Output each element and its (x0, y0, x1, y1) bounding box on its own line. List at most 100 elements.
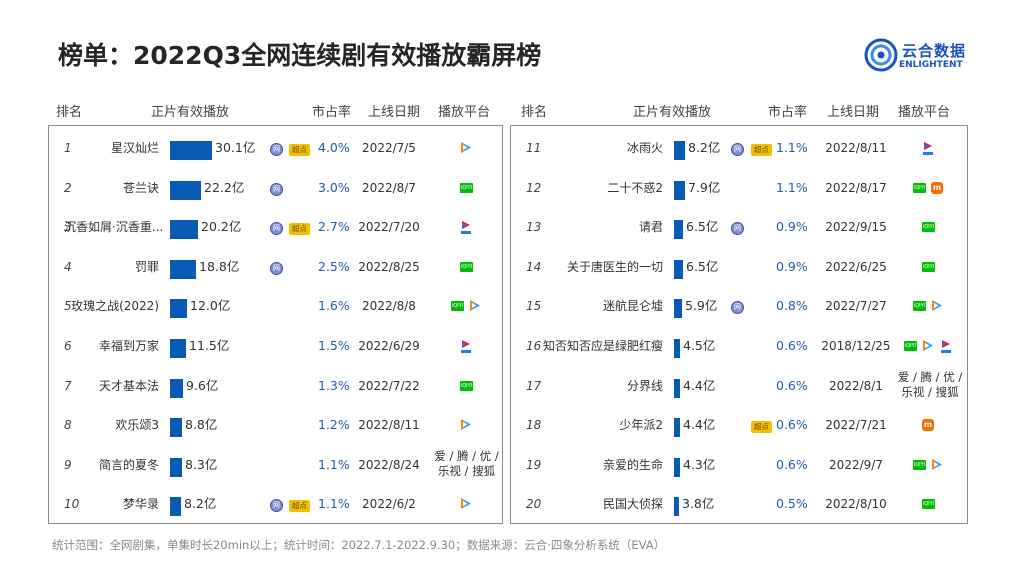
play-bar (674, 378, 680, 398)
tencent-video-icon (461, 142, 471, 153)
drama-title: 分界线 (626, 378, 663, 393)
play-value: 4.3亿 (683, 456, 716, 472)
drama-title: 简言的夏冬 (98, 457, 159, 472)
release-date: 2022/6/2 (362, 497, 416, 512)
play-value: 3.8亿 (682, 496, 715, 512)
table-row: 4 罚罪 18.8亿 网 2.5% 2022/8/25 iQIYI (49, 247, 502, 287)
play-bar (170, 497, 181, 517)
market-share: 1.5% (318, 338, 350, 353)
iqiyi-icon: iQIYI (460, 261, 473, 272)
iqiyi-icon: iQIYI (451, 301, 464, 312)
drama-title: 天才基本法 (98, 378, 159, 393)
chao-dian-badge: 超点 (289, 144, 310, 156)
market-share: 1.2% (318, 417, 350, 433)
rank-number: 19 (526, 457, 542, 472)
play-value: 8.8亿 (185, 417, 218, 433)
platform-text-line: 爱 / 腾 / 优 / (897, 369, 963, 384)
platform-text-line: 乐视 / 搜狐 (901, 384, 959, 399)
release-date: 2022/6/25 (825, 259, 887, 274)
mgtv-icon: m (931, 181, 943, 194)
tencent-video-icon (470, 300, 480, 312)
ranking-table-right: 11 冰雨火 8.2亿网超点 1.1% 2022/8/11 12 二十不惑2 7.9亿 1.1%… (510, 125, 968, 524)
market-share: 3.0% (318, 179, 350, 195)
release-date: 2022/7/22 (358, 378, 420, 393)
drama-title: 沉香如屑·沉香重... (64, 220, 164, 235)
play-value: 4.5亿 (683, 338, 716, 353)
play-value: 12.0亿 (190, 298, 231, 314)
market-share: 0.6% (776, 456, 808, 472)
market-share: 1.1% (776, 179, 808, 195)
drama-title: 关于唐医生的一切 (566, 259, 663, 274)
play-bar (674, 259, 683, 279)
ip-badge-icon: 网 (270, 182, 283, 196)
youku-icon (941, 340, 951, 353)
rank-number: 20 (526, 497, 542, 512)
logo-text-en: ENLIGHTENT (899, 60, 963, 70)
table-row: 18 少年派2 4.4亿 超点 0.6% 2022/7/21 m (511, 405, 967, 445)
drama-title: 冰雨火 (626, 141, 663, 155)
market-share: 1.6% (318, 298, 350, 314)
market-share: 0.8% (776, 298, 808, 314)
drama-title: 迷航昆仑墟 (602, 299, 663, 314)
play-value: 18.8亿 (199, 258, 240, 274)
footer-note: 统计范围：全网剧集，单集时长20min以上；统计时间：2022.7.1-2022… (52, 538, 666, 552)
header-share-right: 市占率 (768, 105, 808, 120)
play-value: 8.2亿 (688, 140, 721, 155)
drama-title: 亲爱的生命 (602, 457, 663, 472)
platform-text: 爱 / 腾 / 优 / 乐视 / 搜狐 (429, 449, 504, 479)
drama-title: 苍兰诀 (122, 180, 159, 195)
release-date: 2022/8/11 (358, 418, 420, 433)
ip-badge-icon: 网 (731, 143, 744, 156)
market-share: 0.5% (776, 496, 808, 512)
table-row: 19 亲爱的生命 4.3亿 0.6% 2022/9/7 iQIYI (511, 445, 967, 485)
rank-number: 15 (526, 299, 542, 314)
rank-number: 9 (64, 457, 72, 472)
play-value: 6.5亿 (686, 219, 719, 235)
play-bar (674, 457, 680, 477)
drama-title: 梦华录 (122, 497, 159, 512)
table-row: 8 欢乐颂3 8.8亿 1.2% 2022/8/11 (49, 405, 502, 445)
rank-number: 8 (64, 418, 72, 433)
market-share: 1.1% (776, 140, 808, 155)
table-row: 9 简言的夏冬 8.3亿 1.1% 2022/8/24 爱 / 腾 / 优 / 乐视 / 搜… (49, 445, 502, 485)
play-value: 20.2亿 (201, 219, 242, 235)
release-date: 2018/12/25 (821, 339, 891, 353)
drama-title: 请君 (638, 220, 663, 235)
play-bar (674, 497, 679, 517)
table-row: 13 请君 6.5亿网 0.9% 2022/9/15 iQIYI (511, 207, 967, 247)
iqiyi-icon: iQIYI (922, 261, 935, 272)
market-share: 0.6% (776, 377, 808, 393)
market-share: 1.1% (318, 496, 350, 512)
youku-icon (461, 340, 471, 353)
logo-text-cn: 云合数据 (902, 42, 967, 60)
youku-icon (461, 221, 471, 235)
drama-title: 幸福到万家 (98, 339, 159, 353)
header-share-left: 市占率 (312, 105, 352, 120)
enlightent-logo: 云合数据 ENLIGHTENT (862, 36, 972, 76)
market-share: 2.5% (318, 258, 350, 274)
release-date: 2022/7/21 (825, 418, 887, 433)
play-value: 4.4亿 (683, 417, 716, 433)
drama-title: 玫瑰之战(2022) (71, 299, 159, 314)
release-date: 2022/8/10 (825, 497, 887, 512)
drama-title: 知否知否应是绿肥红瘦 (542, 339, 663, 353)
header-date-right: 上线日期 (827, 105, 880, 120)
play-value: 8.3亿 (185, 456, 218, 472)
market-share: 0.9% (776, 258, 808, 274)
release-date: 2022/8/8 (362, 299, 416, 314)
table-row: 5 玫瑰之战(2022) 12.0亿 1.6% 2022/8/8 iQIYI (49, 286, 502, 326)
play-value: 22.2亿 (204, 179, 245, 195)
iqiyi-icon: iQIYI (913, 182, 926, 193)
iqiyi-icon: iQIYI (904, 341, 917, 351)
platform-text-line: 乐视 / 搜狐 (437, 463, 496, 478)
play-bar (674, 339, 680, 358)
table-row: 1 星汉灿烂 30.1亿 网超点 4.0% 2022/7/5 (49, 128, 502, 168)
logo-mark-icon (864, 38, 898, 72)
rank-number: 4 (64, 259, 72, 274)
mgtv-icon: m (922, 419, 934, 432)
release-date: 2022/8/7 (362, 180, 416, 195)
page-title: 榜单：2022Q3全网连续剧有效播放霸屏榜 (58, 41, 542, 70)
play-bar (170, 378, 183, 398)
table-row: 2 苍兰诀 22.2亿 网 3.0% 2022/8/7 iQIYI (49, 168, 502, 208)
release-date: 2022/8/24 (358, 457, 420, 472)
